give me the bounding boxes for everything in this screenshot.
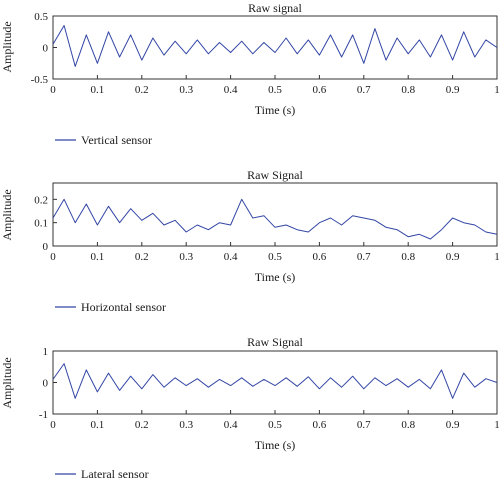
y-axis-label: Amplitude xyxy=(0,21,14,72)
axis-ticks: 0 0.1 0.2 0.3 0.4 0.5 0.6 0.7 0.8 0.9 1 0 0.1 0.2 xyxy=(34,194,500,263)
x-tick-label: 0.1 xyxy=(91,251,105,263)
y-tick-label: 0.2 xyxy=(34,194,48,206)
series-line xyxy=(52,25,498,67)
x-tick-label: 0.8 xyxy=(401,251,415,263)
x-tick-label: 0.4 xyxy=(224,84,238,96)
signal-trace xyxy=(52,25,498,67)
x-tick-label: 0.2 xyxy=(135,84,149,96)
y-tick-label: 0 xyxy=(43,241,49,253)
x-axis-label: Time (s) xyxy=(255,438,296,452)
x-tick-label: 0.5 xyxy=(268,419,282,431)
legend-label: Lateral sensor xyxy=(81,467,149,481)
plot-frame xyxy=(52,15,498,80)
x-tick-label: 0.7 xyxy=(357,251,371,263)
x-tick-label: 0.2 xyxy=(135,251,149,263)
x-tick-label: 0.9 xyxy=(446,419,460,431)
x-tick-label: 0.3 xyxy=(179,84,193,96)
x-tick-label: 0.1 xyxy=(91,84,105,96)
signal-trace xyxy=(52,198,498,240)
signal-trace xyxy=(52,363,498,399)
x-tick-label: 0.3 xyxy=(179,419,193,431)
y-axis-label: Amplitude xyxy=(0,357,14,408)
x-tick-label: 0.4 xyxy=(224,251,238,263)
x-tick-label: 1 xyxy=(494,251,500,263)
y-tick-label: 1 xyxy=(43,346,49,358)
chart-title: Raw Signal xyxy=(247,168,303,182)
x-tick-label: 0.2 xyxy=(135,419,149,431)
axis-ticks: 0 0.1 0.2 0.3 0.4 0.5 0.6 0.7 0.8 0.9 1-0.500.5 xyxy=(31,11,500,96)
x-tick-label: 1 xyxy=(494,84,500,96)
x-tick-label: 0.6 xyxy=(313,84,327,96)
x-tick-label: 1 xyxy=(494,419,500,431)
x-tick-label: 0 xyxy=(50,251,56,263)
x-tick-label: 0.7 xyxy=(357,419,371,431)
x-tick-label: 0.8 xyxy=(401,84,415,96)
chart-panel-horizontal: Raw Signal Amplitude Time (s) 0 0.1 0.2 0.3… xyxy=(0,168,500,314)
x-tick-label: 0.7 xyxy=(357,84,371,96)
series-line xyxy=(52,363,498,399)
series-line xyxy=(52,198,498,240)
x-tick-label: 0.8 xyxy=(401,419,415,431)
chart-title: Raw Signal xyxy=(247,335,303,349)
x-axis-label: Time (s) xyxy=(255,270,296,284)
axis-ticks: 0 0.1 0.2 0.3 0.4 0.5 0.6 0.7 0.8 0.9 1-101 xyxy=(39,346,500,431)
legend-label: Vertical sensor xyxy=(81,133,152,147)
chart-title: Raw signal xyxy=(248,1,302,15)
x-tick-label: 0.6 xyxy=(313,419,327,431)
x-tick-label: 0.6 xyxy=(313,251,327,263)
y-tick-label: 0 xyxy=(43,378,49,390)
y-tick-label: 0 xyxy=(43,43,49,55)
y-tick-label: -0.5 xyxy=(31,74,49,86)
x-tick-label: 0.5 xyxy=(268,84,282,96)
x-tick-label: 0 xyxy=(50,84,56,96)
y-tick-label: 0.5 xyxy=(34,11,48,23)
x-axis-label: Time (s) xyxy=(255,103,296,117)
x-tick-label: 0.5 xyxy=(268,251,282,263)
x-tick-label: 0 xyxy=(50,419,56,431)
plot-frame xyxy=(52,182,498,247)
x-tick-label: 0.1 xyxy=(91,419,105,431)
y-tick-label: -1 xyxy=(39,409,48,421)
chart-panel-lateral: Raw Signal Amplitude Time (s) 0 0.1 0.2 0.3… xyxy=(0,335,500,481)
x-tick-label: 0.9 xyxy=(446,84,460,96)
legend-label: Horizontal sensor xyxy=(81,300,166,314)
y-tick-label: 0.1 xyxy=(34,218,48,230)
y-axis-label: Amplitude xyxy=(0,189,14,240)
x-tick-label: 0.9 xyxy=(446,251,460,263)
chart-panel-vertical: Raw signal Amplitude Time (s) 0 0.1 0.2 0.3… xyxy=(0,1,500,147)
plot-frame xyxy=(52,350,498,415)
x-tick-label: 0.3 xyxy=(179,251,193,263)
x-tick-label: 0.4 xyxy=(224,419,238,431)
